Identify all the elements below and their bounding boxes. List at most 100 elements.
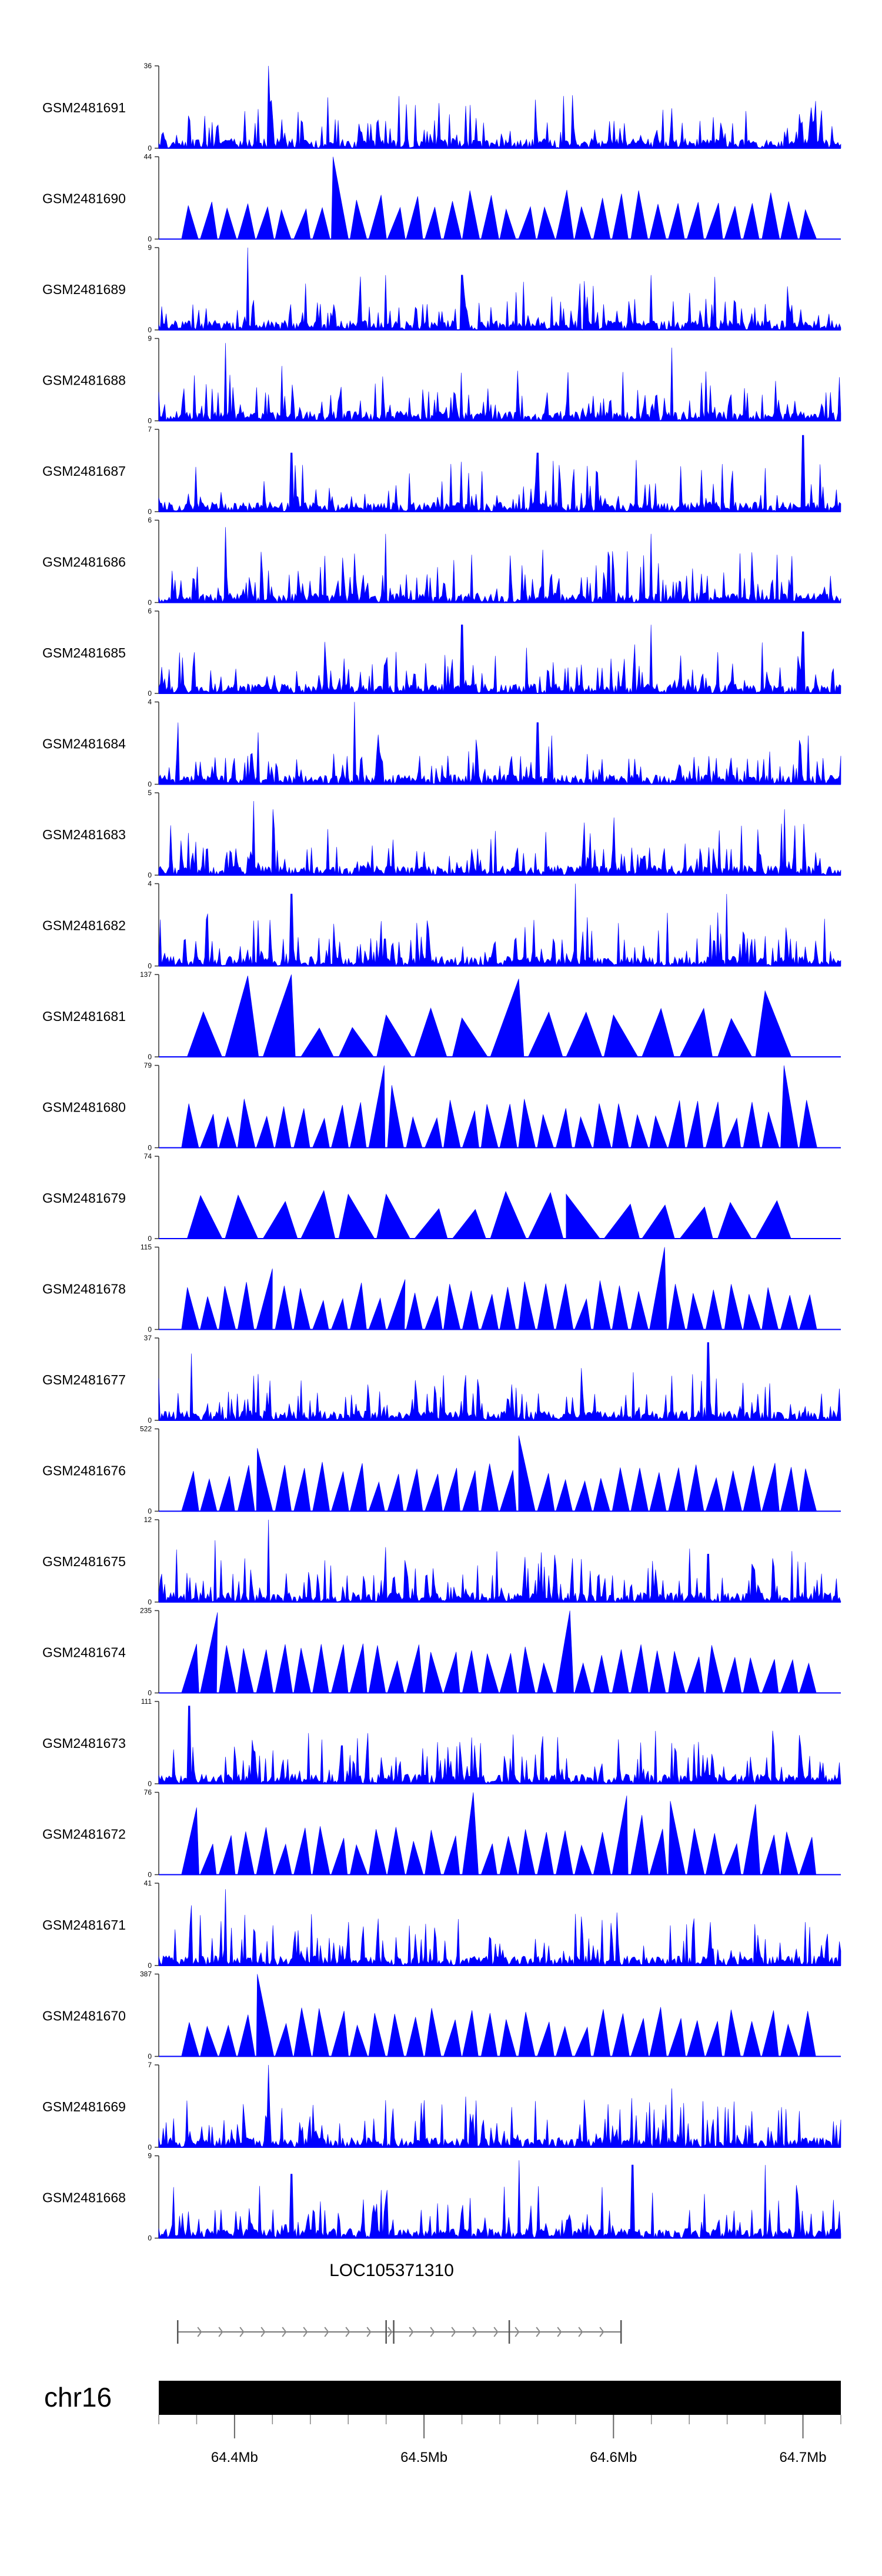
track-GSM2481678: GSM2481678 115 0 <box>42 1243 841 1334</box>
y-tick-min: 0 <box>148 871 152 879</box>
track-GSM2481670: GSM2481670 387 0 <box>42 1970 841 2061</box>
track-label: GSM2481671 <box>42 1917 126 1933</box>
gene-label: LOC105371310 <box>329 2261 454 2280</box>
track-label: GSM2481691 <box>42 100 126 115</box>
track-GSM2481686: GSM2481686 6 0 <box>42 516 841 607</box>
y-tick-max: 235 <box>140 1607 152 1615</box>
track-label: GSM2481684 <box>42 736 126 752</box>
y-tick-min: 0 <box>148 235 152 243</box>
track-label: GSM2481669 <box>42 2099 126 2114</box>
track-label: GSM2481689 <box>42 282 126 297</box>
y-tick-min: 0 <box>148 599 152 607</box>
y-tick-min: 0 <box>148 1144 152 1152</box>
gene-track: LOC105371310 <box>176 2261 622 2344</box>
y-tick-max: 111 <box>141 1697 152 1706</box>
y-tick-max: 37 <box>144 1334 152 1342</box>
coverage-area <box>181 1974 816 2057</box>
y-tick-min: 0 <box>148 1780 152 1788</box>
y-tick-min: 0 <box>148 1598 152 1606</box>
x-tick-label: 64.4Mb <box>211 2450 258 2465</box>
coverage-area <box>181 1792 817 1875</box>
y-tick-max: 522 <box>140 1425 152 1433</box>
coverage-area <box>158 343 841 422</box>
track-label: GSM2481688 <box>42 373 126 388</box>
y-tick-max: 9 <box>148 243 152 252</box>
track-GSM2481674: GSM2481674 235 0 <box>42 1607 841 1697</box>
coverage-area <box>158 1519 841 1603</box>
track-label: GSM2481687 <box>42 463 126 479</box>
y-tick-max: 41 <box>144 1879 152 1887</box>
y-tick-max: 4 <box>148 698 152 706</box>
y-tick-min: 0 <box>148 780 152 789</box>
coverage-area <box>158 800 841 876</box>
x-tick-label: 64.5Mb <box>400 2450 447 2465</box>
y-tick-min: 0 <box>148 144 152 152</box>
y-tick-max: 6 <box>148 607 152 615</box>
chromosome-bar <box>159 2381 841 2415</box>
track-label: GSM2481678 <box>42 1282 126 1297</box>
coverage-area <box>181 156 817 239</box>
coverage-area <box>158 435 841 512</box>
y-tick-max: 12 <box>144 1516 152 1524</box>
y-tick-min: 0 <box>148 1871 152 1879</box>
track-label: GSM2481683 <box>42 827 126 842</box>
track-GSM2481676: GSM2481676 522 0 <box>42 1425 841 1516</box>
y-tick-min: 0 <box>148 1326 152 1334</box>
track-GSM2481668: GSM2481668 9 0 <box>42 2152 841 2243</box>
track-GSM2481684: GSM2481684 4 0 <box>42 698 841 789</box>
track-GSM2481687: GSM2481687 7 0 <box>42 425 841 516</box>
y-tick-max: 76 <box>144 1788 152 1797</box>
y-tick-min: 0 <box>148 508 152 516</box>
track-GSM2481680: GSM2481680 79 0 <box>42 1062 841 1152</box>
track-GSM2481685: GSM2481685 6 0 <box>42 607 841 698</box>
coverage-area <box>158 65 841 149</box>
y-tick-min: 0 <box>148 1961 152 1970</box>
coverage-area <box>186 1190 791 1239</box>
track-GSM2481691: GSM2481691 36 0 <box>42 62 841 152</box>
track-GSM2481679: GSM2481679 74 0 <box>42 1152 841 1243</box>
coverage-area <box>181 1435 817 1511</box>
track-label: GSM2481674 <box>42 1645 126 1660</box>
y-tick-max: 4 <box>148 880 152 888</box>
y-tick-max: 9 <box>148 335 152 343</box>
y-tick-max: 115 <box>141 1243 152 1252</box>
y-tick-min: 0 <box>148 2234 152 2243</box>
x-tick-label: 64.6Mb <box>590 2450 637 2465</box>
chromosome-label: chr16 <box>44 2382 112 2413</box>
y-tick-min: 0 <box>148 689 152 698</box>
coverage-area <box>158 1342 841 1422</box>
track-GSM2481689: GSM2481689 9 0 <box>42 243 841 334</box>
y-tick-min: 0 <box>148 326 152 334</box>
coverage-area <box>181 1247 817 1330</box>
y-tick-min: 0 <box>148 1689 152 1697</box>
track-GSM2481682: GSM2481682 4 0 <box>42 880 841 970</box>
track-label: GSM2481690 <box>42 191 126 206</box>
y-tick-max: 79 <box>144 1062 152 1070</box>
y-tick-max: 36 <box>144 62 152 70</box>
coverage-area <box>158 883 841 967</box>
y-tick-max: 137 <box>140 970 152 979</box>
track-label: GSM2481685 <box>42 645 126 660</box>
y-tick-min: 0 <box>148 1053 152 1061</box>
track-label: GSM2481680 <box>42 1100 126 1115</box>
track-label: GSM2481679 <box>42 1190 126 1206</box>
track-GSM2481690: GSM2481690 44 0 <box>42 153 841 243</box>
coverage-area <box>158 1706 841 1784</box>
coverage-area <box>158 625 841 695</box>
track-GSM2481669: GSM2481669 7 0 <box>42 2061 841 2151</box>
coverage-area <box>158 2160 841 2239</box>
y-tick-max: 5 <box>148 789 152 797</box>
coverage-area <box>181 1610 817 1693</box>
track-label: GSM2481681 <box>42 1009 126 1024</box>
coverage-area <box>181 1065 817 1148</box>
y-tick-min: 0 <box>148 2143 152 2151</box>
coverage-area <box>158 527 841 603</box>
track-GSM2481683: GSM2481683 5 0 <box>42 789 841 879</box>
track-GSM2481688: GSM2481688 9 0 <box>42 335 841 425</box>
track-GSM2481681: GSM2481681 137 0 <box>42 970 841 1061</box>
y-tick-max: 9 <box>148 2152 152 2160</box>
track-label: GSM2481673 <box>42 1736 126 1751</box>
coverage-tracks: GSM2481691360GSM2481690440GSM248168990GS… <box>42 62 841 2243</box>
track-GSM2481672: GSM2481672 76 0 <box>42 1788 841 1879</box>
track-label: GSM2481686 <box>42 555 126 570</box>
